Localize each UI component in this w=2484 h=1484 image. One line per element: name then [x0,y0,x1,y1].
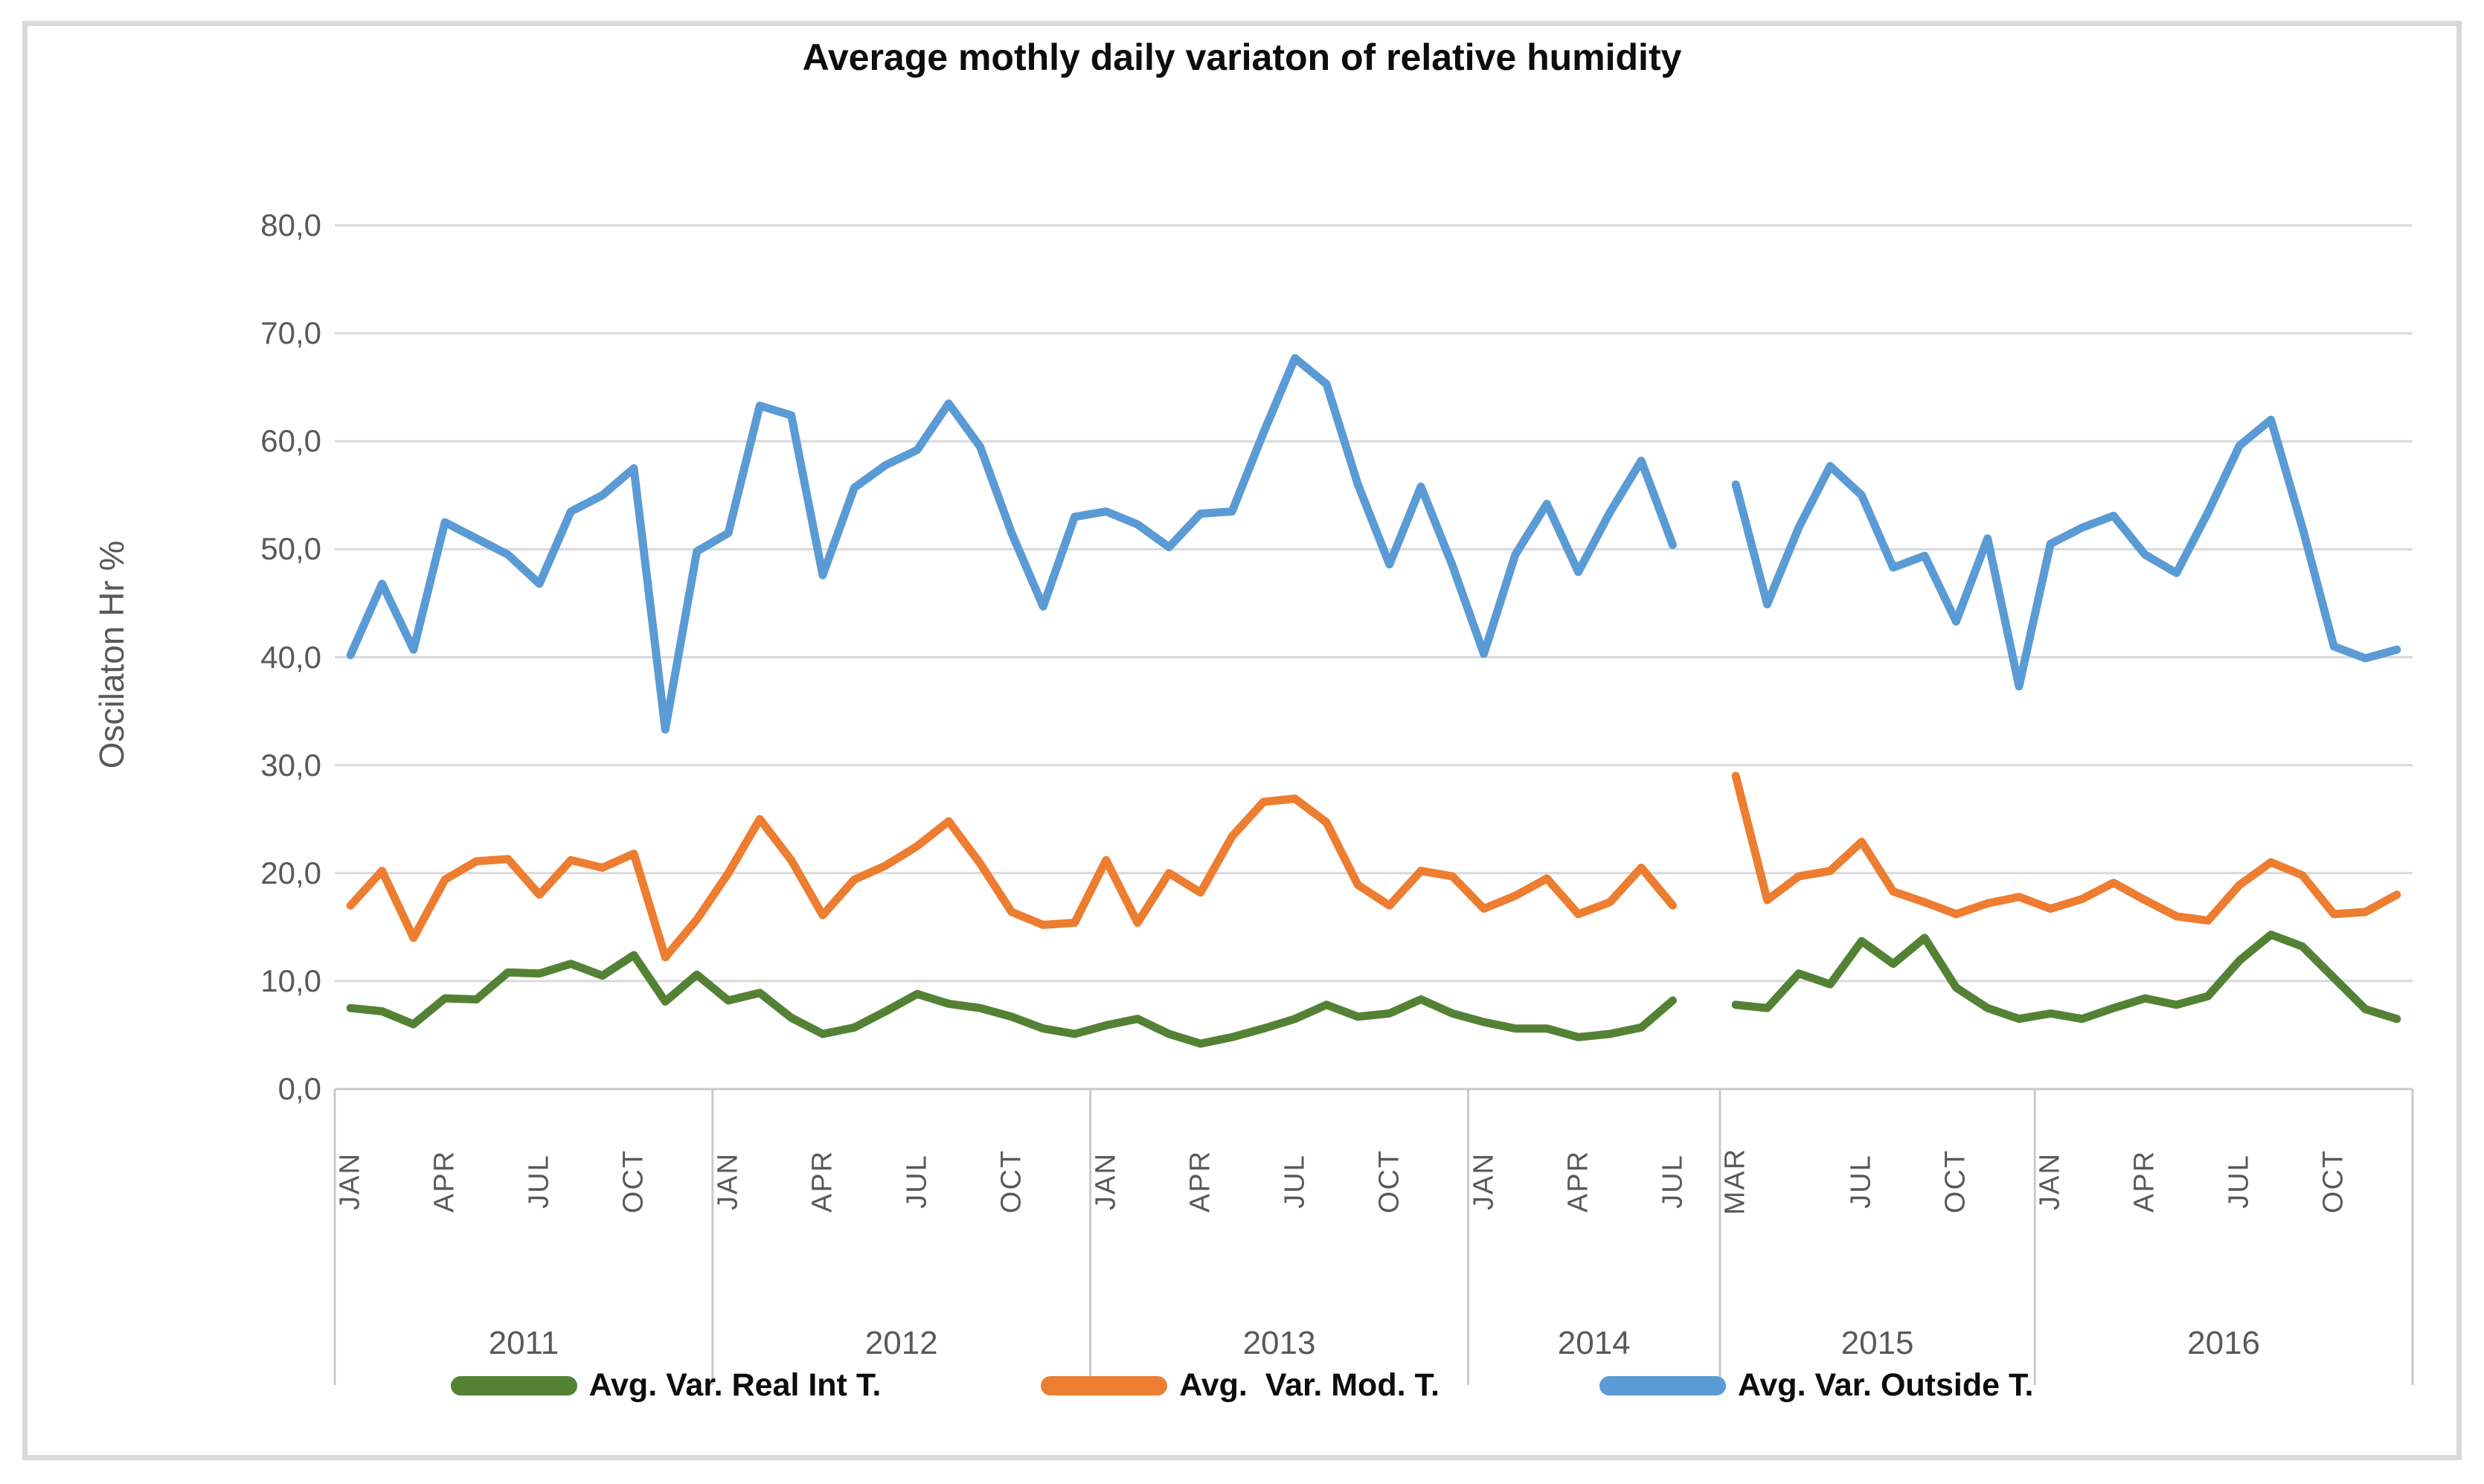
legend-item-outside[interactable]: Avg. Var. Outside T. [1599,1367,2033,1404]
month-label: OCT [2317,1149,2349,1214]
month-label: JAN [1090,1152,1122,1210]
y-tick-label: 40,0 [260,639,321,675]
y-tick-label: 70,0 [260,315,321,351]
series-line-1[interactable] [346,771,2401,962]
chart-title: Average mothly daily variaton of relativ… [802,36,1682,78]
month-label: JUL [1657,1154,1689,1209]
year-label: 2012 [864,1325,938,1361]
year-label: 2014 [1557,1325,1631,1361]
legend-marker-outside-icon [1599,1375,1726,1395]
legend-item-real-int[interactable]: Avg. Var. Real Int T. [450,1367,882,1404]
y-tick-label: 30,0 [260,747,321,783]
month-label: APR [429,1149,460,1213]
series-line-2[interactable] [346,354,2401,734]
month-label: JUL [2223,1154,2255,1209]
legend-marker-real-int-icon [450,1375,577,1395]
year-label: 2015 [1840,1325,1914,1361]
month-label: JAN [2034,1152,2066,1210]
legend-label-real-int: Avg. Var. Real Int T. [588,1367,882,1403]
year-label: 2011 [488,1325,559,1361]
month-label: OCT [617,1149,649,1214]
month-label: APR [1562,1149,1594,1213]
year-label: 2016 [2187,1325,2261,1361]
legend: Avg. Var. Real Int T. Avg. Var. Mod. T. … [0,1367,2484,1404]
month-label: JUL [1845,1154,1877,1209]
legend-label-outside: Avg. Var. Outside T. [1737,1367,2034,1403]
year-label: 2013 [1242,1325,1316,1361]
month-label: APR [806,1149,838,1213]
month-label: APR [1184,1149,1216,1213]
month-label: JAN [334,1152,366,1210]
month-label: JUL [523,1154,555,1209]
y-tick-label: 80,0 [260,208,321,242]
legend-item-mod[interactable]: Avg. Var. Mod. T. [1041,1367,1440,1404]
y-tick-label: 60,0 [260,423,321,459]
series-line-0[interactable] [346,931,2401,1048]
month-label: OCT [1373,1149,1405,1214]
y-tick-label: 10,0 [260,963,321,998]
y-tick-label: 20,0 [260,855,321,890]
month-label: APR [2128,1149,2160,1213]
month-label: JAN [1468,1152,1500,1210]
y-tick-label: 50,0 [260,531,321,567]
month-label: OCT [995,1149,1027,1214]
month-label: OCT [1939,1149,1971,1214]
month-label: MAR [1719,1147,1751,1215]
month-label: JUL [901,1154,933,1209]
month-label: JUL [1279,1154,1311,1209]
y-tick-label: 0,0 [277,1071,321,1106]
chart-border [22,21,2462,1460]
legend-marker-mod-icon [1041,1375,1168,1395]
month-label: JAN [712,1152,744,1210]
legend-label-mod: Avg. Var. Mod. T. [1179,1367,1440,1403]
